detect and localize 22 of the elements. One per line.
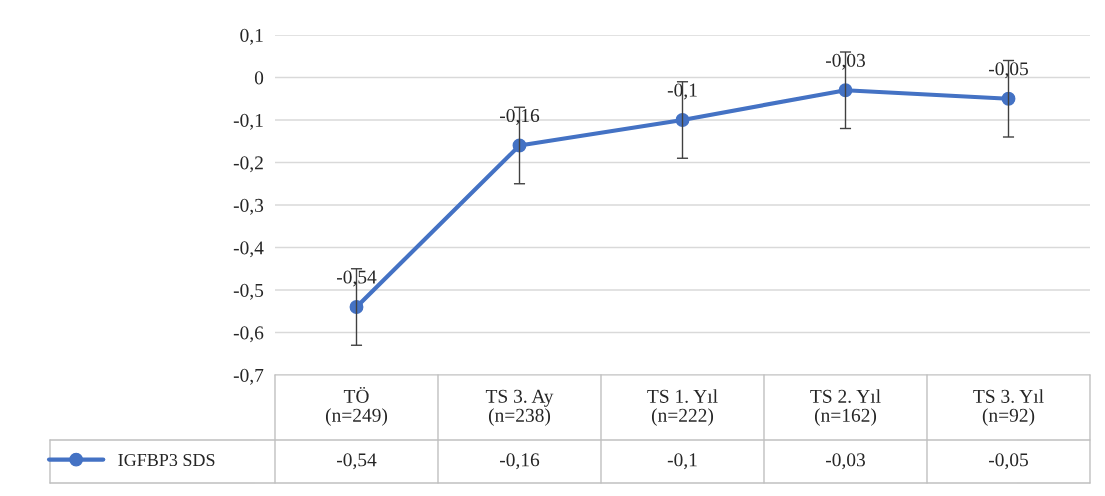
- y-tick-label: 0,1: [240, 28, 263, 45]
- y-tick-label: -0,6: [233, 326, 264, 343]
- y-tick-label: -0,5: [233, 283, 264, 300]
- y-tick-label: 0: [254, 71, 264, 85]
- data-label: -0,05: [988, 453, 1028, 470]
- data-label: -0,16: [499, 453, 540, 470]
- point: [349, 300, 364, 314]
- x-tick-label: TS 3. Yıl (n=92): [973, 389, 1044, 426]
- data-label: -0,03: [825, 453, 865, 470]
- y-tick-label: -0,3: [233, 198, 264, 215]
- y-tick-label: -0,4: [233, 241, 264, 258]
- y-tick-label: -0,7: [233, 368, 264, 385]
- point: [675, 113, 690, 127]
- x-tick-label: TS 1. Yıl (n=222): [647, 389, 718, 426]
- x-tick-label: TS 2. Yıl (n=162): [810, 389, 881, 426]
- x-tick-label: TS 3. Ay (n=238): [485, 389, 554, 426]
- legend-label: IGFBP3 SDS: [118, 453, 215, 467]
- y-tick-label: -0,1: [233, 113, 263, 130]
- data-label: -0,1: [667, 453, 697, 470]
- data-label: -0,54: [336, 453, 377, 470]
- x-tick-label: TÖ (n=249): [325, 386, 388, 426]
- y-tick-label: -0,2: [233, 156, 263, 173]
